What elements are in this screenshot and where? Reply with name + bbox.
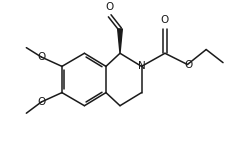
- Text: O: O: [184, 60, 192, 69]
- Text: O: O: [161, 15, 169, 25]
- Text: N: N: [138, 61, 145, 71]
- Text: O: O: [106, 2, 114, 12]
- Polygon shape: [118, 29, 122, 53]
- Text: O: O: [37, 97, 45, 107]
- Text: O: O: [37, 52, 45, 62]
